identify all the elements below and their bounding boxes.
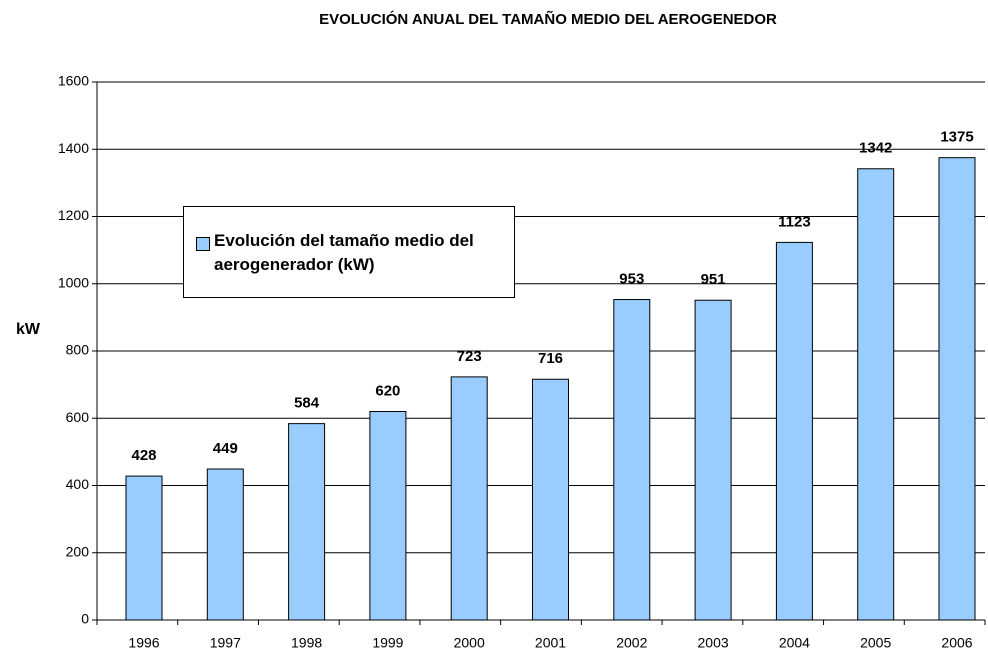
y-tick-label: 1000 — [58, 274, 89, 290]
bar — [450, 376, 488, 621]
bar — [775, 241, 813, 621]
bar — [938, 157, 976, 621]
y-tick-label: 1400 — [58, 140, 89, 156]
bar — [694, 299, 732, 621]
value-label: 1342 — [859, 140, 892, 157]
bar — [125, 475, 163, 621]
x-tick-label: 2002 — [616, 635, 647, 651]
y-tick-label: 1200 — [58, 207, 89, 223]
value-label: 723 — [457, 348, 482, 365]
y-tick-label: 600 — [66, 409, 90, 425]
value-label: 449 — [213, 440, 238, 457]
x-tick-label: 2000 — [454, 635, 485, 651]
x-tick-label: 2003 — [698, 635, 729, 651]
value-label: 620 — [375, 382, 400, 399]
legend: Evolución del tamaño medio del aerogener… — [183, 206, 515, 298]
value-label: 953 — [619, 271, 644, 288]
bar — [857, 168, 895, 621]
x-tick-label: 1997 — [210, 635, 241, 651]
y-tick-label: 800 — [66, 342, 90, 358]
legend-swatch — [196, 237, 210, 251]
chart-title: EVOLUCIÓN ANUAL DEL TAMAÑO MEDIO DEL AER… — [319, 10, 777, 28]
x-tick-label: 2005 — [860, 635, 891, 651]
bar — [206, 468, 244, 621]
value-label: 951 — [701, 271, 726, 288]
bar — [613, 299, 651, 621]
x-tick-label: 1996 — [128, 635, 159, 651]
value-label: 1375 — [940, 129, 973, 146]
y-tick-label: 200 — [66, 543, 90, 559]
value-label: 584 — [294, 395, 320, 412]
x-tick-label: 1998 — [291, 635, 322, 651]
bar — [369, 411, 407, 621]
x-tick-label: 2006 — [941, 635, 972, 651]
value-label: 428 — [131, 447, 156, 464]
value-label: 1123 — [778, 213, 811, 230]
value-label: 716 — [538, 350, 563, 367]
bar — [532, 378, 569, 621]
y-tick-label: 0 — [81, 611, 89, 627]
y-tick-label: 1600 — [58, 73, 89, 89]
bar — [288, 423, 326, 621]
y-axis-label: kW — [16, 321, 41, 338]
x-tick-label: 2004 — [779, 635, 810, 651]
y-tick-label: 400 — [66, 476, 90, 492]
x-tick-label: 2001 — [535, 635, 566, 651]
legend-label: Evolución del tamaño medio del aerogener… — [214, 231, 474, 274]
x-tick-label: 1999 — [372, 635, 403, 651]
